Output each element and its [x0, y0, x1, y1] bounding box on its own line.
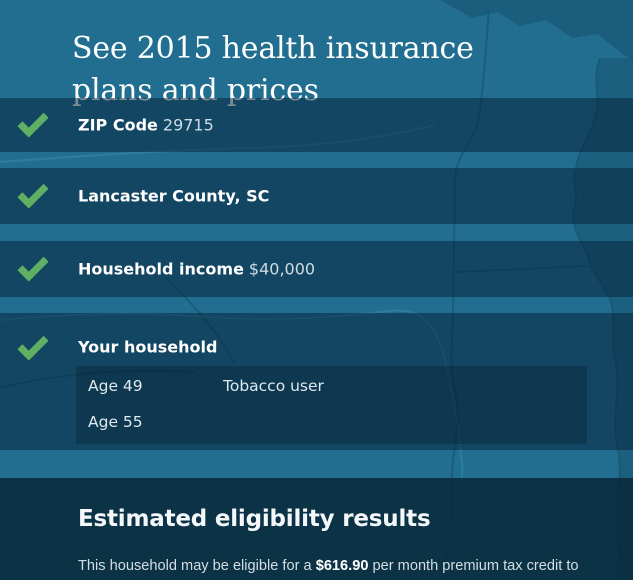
member-age: Age 49 [88, 377, 143, 395]
results-body-prefix: This household may be eligible for a [78, 557, 316, 574]
step-label: Lancaster County, SC [78, 186, 270, 206]
step-value: $40,000 [248, 259, 316, 279]
results-heading: Estimated eligibility results [78, 506, 431, 533]
step-label: Household income [78, 259, 244, 279]
results-body: This household may be eligible for a $61… [78, 556, 600, 580]
member-tobacco-status: Tobacco user [223, 377, 324, 395]
household-member-row: Age 49 Tobacco user [88, 368, 587, 404]
step-label: Your household [78, 337, 218, 357]
step-text: Lancaster County, SC [78, 187, 274, 206]
step-row-zip-code[interactable]: ZIP Code 29715 [0, 98, 633, 152]
step-text: ZIP Code 29715 [78, 116, 214, 135]
household-member-row: Age 55 [88, 404, 587, 440]
check-icon [17, 329, 49, 361]
step-row-your-household[interactable]: Your household Age 49 Tobacco user Age 5… [0, 313, 633, 450]
step-row-county[interactable]: Lancaster County, SC [0, 168, 633, 224]
step-text: Your household [78, 338, 222, 357]
step-text: Household income $40,000 [78, 260, 315, 279]
eligibility-results-panel: Estimated eligibility results This house… [0, 478, 633, 580]
step-label: ZIP Code [78, 115, 158, 135]
step-value: 29715 [162, 115, 214, 135]
check-icon [17, 250, 49, 282]
check-icon [17, 106, 49, 138]
member-age: Age 55 [88, 413, 143, 431]
check-icon [17, 177, 49, 209]
tax-credit-amount: $616.90 [315, 557, 369, 574]
step-row-household-income[interactable]: Household income $40,000 [0, 241, 633, 297]
household-members-box: Age 49 Tobacco user Age 55 [76, 366, 587, 444]
results-body-suffix: per month premium tax credit to lower mo… [78, 557, 579, 580]
